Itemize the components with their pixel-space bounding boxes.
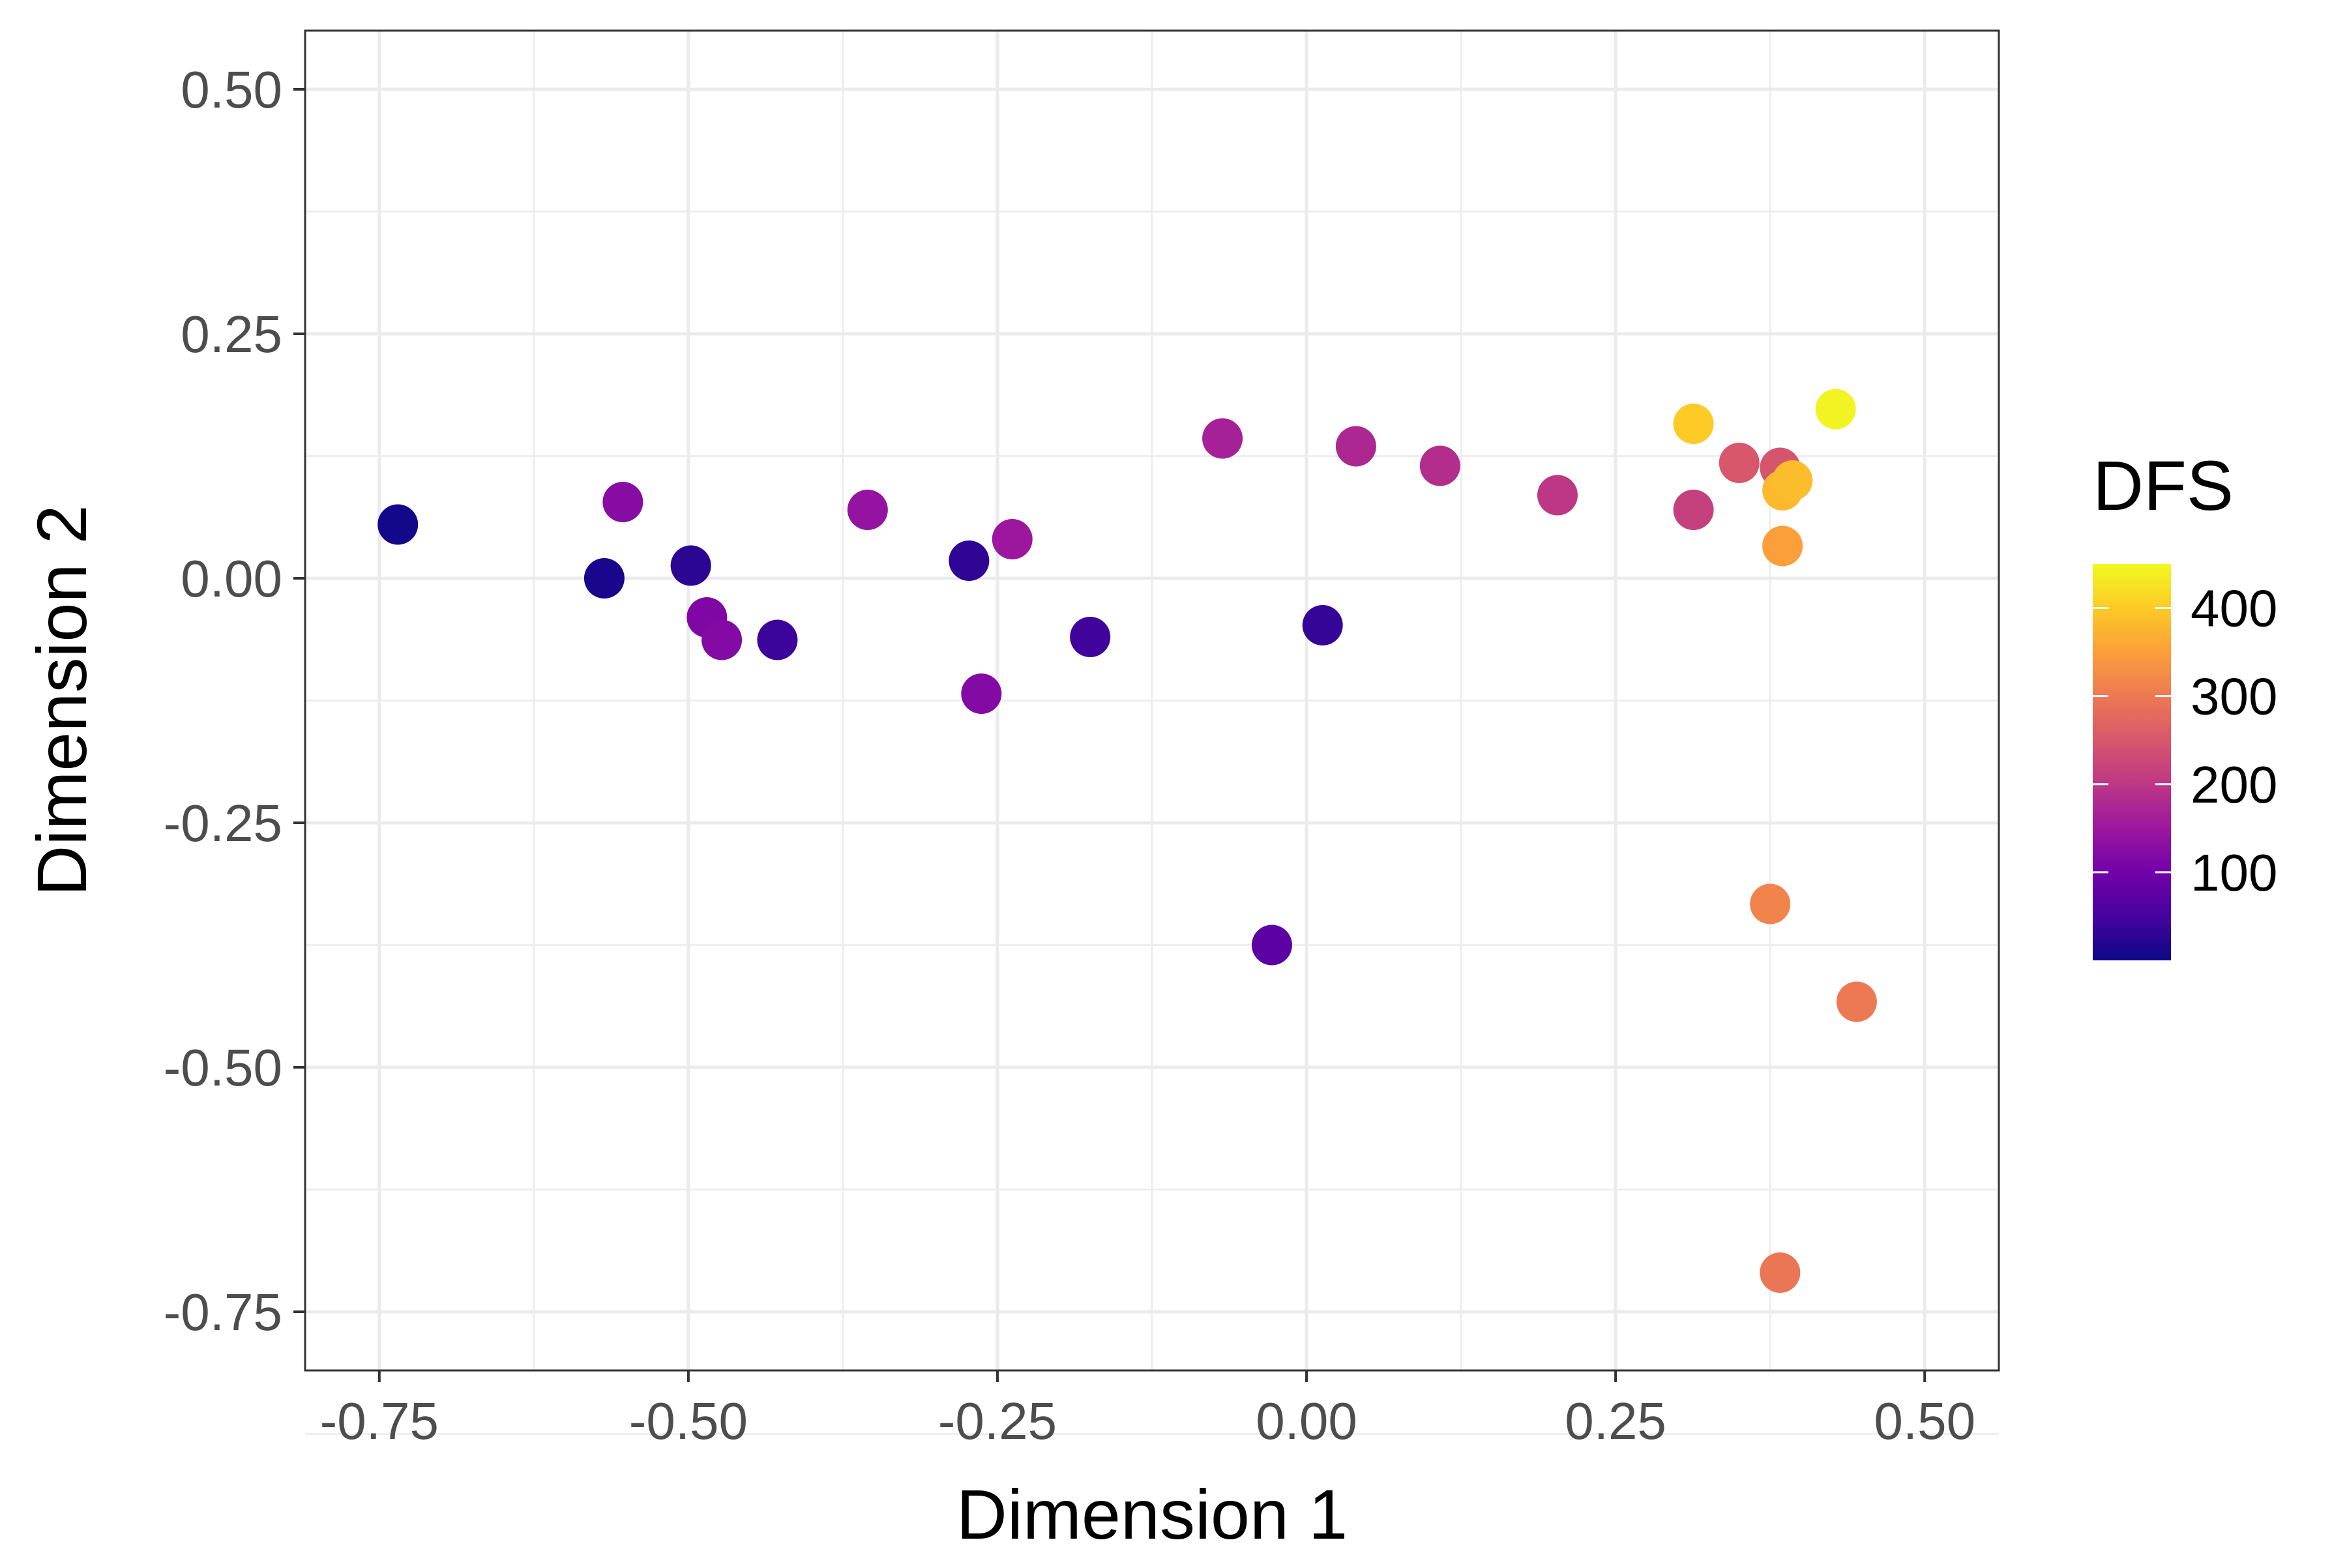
data-point [1836, 981, 1877, 1022]
legend-break-label: 300 [2191, 668, 2277, 726]
y-tick-label: 0.25 [181, 305, 282, 363]
data-point [1673, 490, 1714, 530]
legend-ticks: 100 200 300 400 [2093, 580, 2277, 902]
data-point [1070, 617, 1111, 657]
data-point [1815, 389, 1856, 430]
y-axis-ticks: -0.75 -0.50 -0.25 0.00 0.25 0.50 [164, 61, 305, 1341]
data-point [1202, 418, 1243, 459]
data-point [1750, 883, 1791, 925]
plot-panel-border [304, 29, 2000, 1372]
legend-break-label: 200 [2191, 756, 2277, 814]
minor-gridlines [305, 31, 1999, 1435]
legend-colorbar [2093, 564, 2171, 960]
color-legend: DFS 100 200 300 400 [2093, 446, 2277, 960]
y-tick-label: 0.50 [181, 61, 282, 119]
x-tick-label: -0.25 [938, 1392, 1057, 1450]
y-axis-title: Dimension 2 [22, 505, 101, 896]
x-axis-ticks: -0.75 -0.50 -0.25 0.00 0.25 0.50 [320, 1370, 1975, 1450]
legend-break-label: 400 [2191, 580, 2277, 638]
x-tick-label: 0.25 [1565, 1392, 1666, 1450]
data-point [1772, 460, 1813, 501]
data-point [1762, 525, 1803, 567]
data-point [377, 504, 419, 545]
data-point [1673, 404, 1714, 444]
y-tick-label: -0.50 [164, 1039, 282, 1097]
x-tick-label: -0.50 [629, 1392, 748, 1450]
y-tick-label: 0.00 [181, 550, 282, 608]
data-point [847, 490, 888, 530]
y-tick-label: -0.25 [164, 794, 282, 852]
y-tick-label: -0.75 [164, 1283, 282, 1341]
data-point [949, 540, 990, 581]
data-point [602, 482, 643, 522]
data-point [583, 558, 625, 599]
data-point [1537, 475, 1578, 516]
data-point [1760, 1252, 1801, 1293]
data-point [961, 673, 1002, 714]
legend-title: DFS [2093, 446, 2234, 525]
data-point [701, 619, 743, 660]
data-point [1335, 426, 1376, 467]
legend-break-label: 100 [2191, 844, 2277, 902]
data-point [757, 619, 798, 660]
data-point [992, 519, 1033, 559]
x-axis-title: Dimension 1 [956, 1475, 1348, 1554]
data-points [377, 389, 1877, 1293]
x-tick-label: -0.75 [320, 1392, 439, 1450]
data-point [670, 545, 711, 586]
data-point [1251, 925, 1292, 966]
data-point [1302, 605, 1343, 645]
data-point [1719, 443, 1760, 483]
data-point [1419, 445, 1460, 486]
x-tick-label: 0.00 [1256, 1392, 1357, 1450]
x-tick-label: 0.50 [1874, 1392, 1975, 1450]
